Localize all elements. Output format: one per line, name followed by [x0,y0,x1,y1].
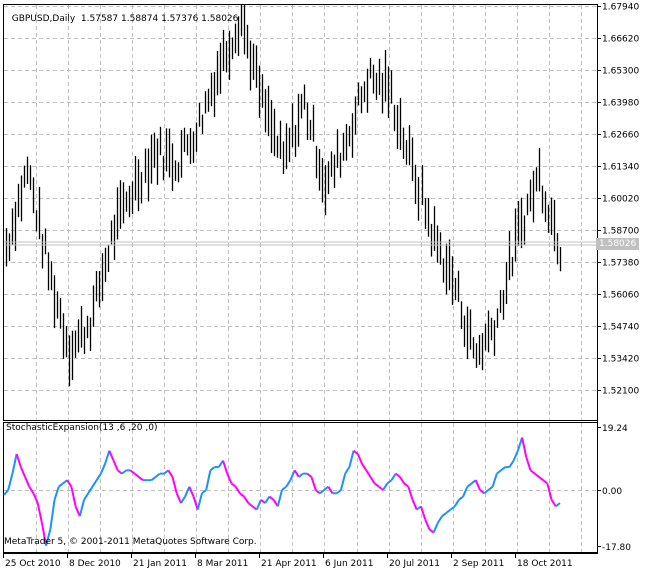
indicator-label: 19.24 [602,424,628,434]
indicator-frame [3,422,598,553]
time-label: 6 Jun 2011 [325,559,373,569]
indicator-label: -17.80 [602,543,631,553]
ohlc-bars [5,4,562,387]
price-label: 1.63980 [602,99,639,109]
price-label: 1.62660 [602,131,639,141]
indicator-axis: 19.24 0.00 -17.80 [597,424,631,553]
main-grid [4,5,597,420]
indicator-line [3,437,561,546]
price-label: 1.53420 [602,355,639,365]
price-label: 1.57380 [602,259,639,269]
time-axis: 25 Oct 2010 8 Dec 2010 21 Jan 2011 8 Mar 20… [3,553,573,569]
time-label: 2 Sep 2011 [453,559,504,569]
chart-header: GBPUSD,Daily 1.57587 1.58874 1.57376 1.5… [6,3,239,25]
indicator-label: 0.00 [602,487,622,497]
price-label: 1.67940 [602,3,639,13]
time-label: 8 Dec 2010 [69,559,121,569]
indicator-title: StochasticExpansion(13 ,6 ,20 ,0) [6,423,158,433]
price-label: 1.52100 [602,387,639,397]
time-label: 25 Oct 2010 [5,559,61,569]
time-label: 20 Jul 2011 [389,559,440,569]
price-label: 1.65300 [602,67,639,77]
price-label: 1.54740 [602,323,639,333]
price-label: 1.58700 [602,227,639,237]
price-label: 1.66620 [602,35,639,45]
price-axis: 1.67940 1.66620 1.65300 1.63980 1.62660 1.613… [597,3,639,397]
time-label: 21 Apr 2011 [261,559,317,569]
current-price-tag: 1.58026 [596,238,640,250]
time-label: 8 Mar 2011 [197,559,248,569]
ohlc-values: 1.57587 1.58874 1.57376 1.58026 [80,14,239,24]
indicator-grid [4,423,597,552]
time-label: 21 Jan 2011 [133,559,187,569]
symbol-timeframe: GBPUSD,Daily [11,14,76,24]
price-label: 1.56060 [602,291,639,301]
time-label: 18 Oct 2011 [517,559,573,569]
price-label: 1.61340 [602,163,639,173]
main-chart-frame [3,4,598,421]
copyright-text: MetaTrader 5, © 2001-2011 MetaQuotes Sof… [4,537,257,547]
price-label: 1.60020 [602,195,639,205]
